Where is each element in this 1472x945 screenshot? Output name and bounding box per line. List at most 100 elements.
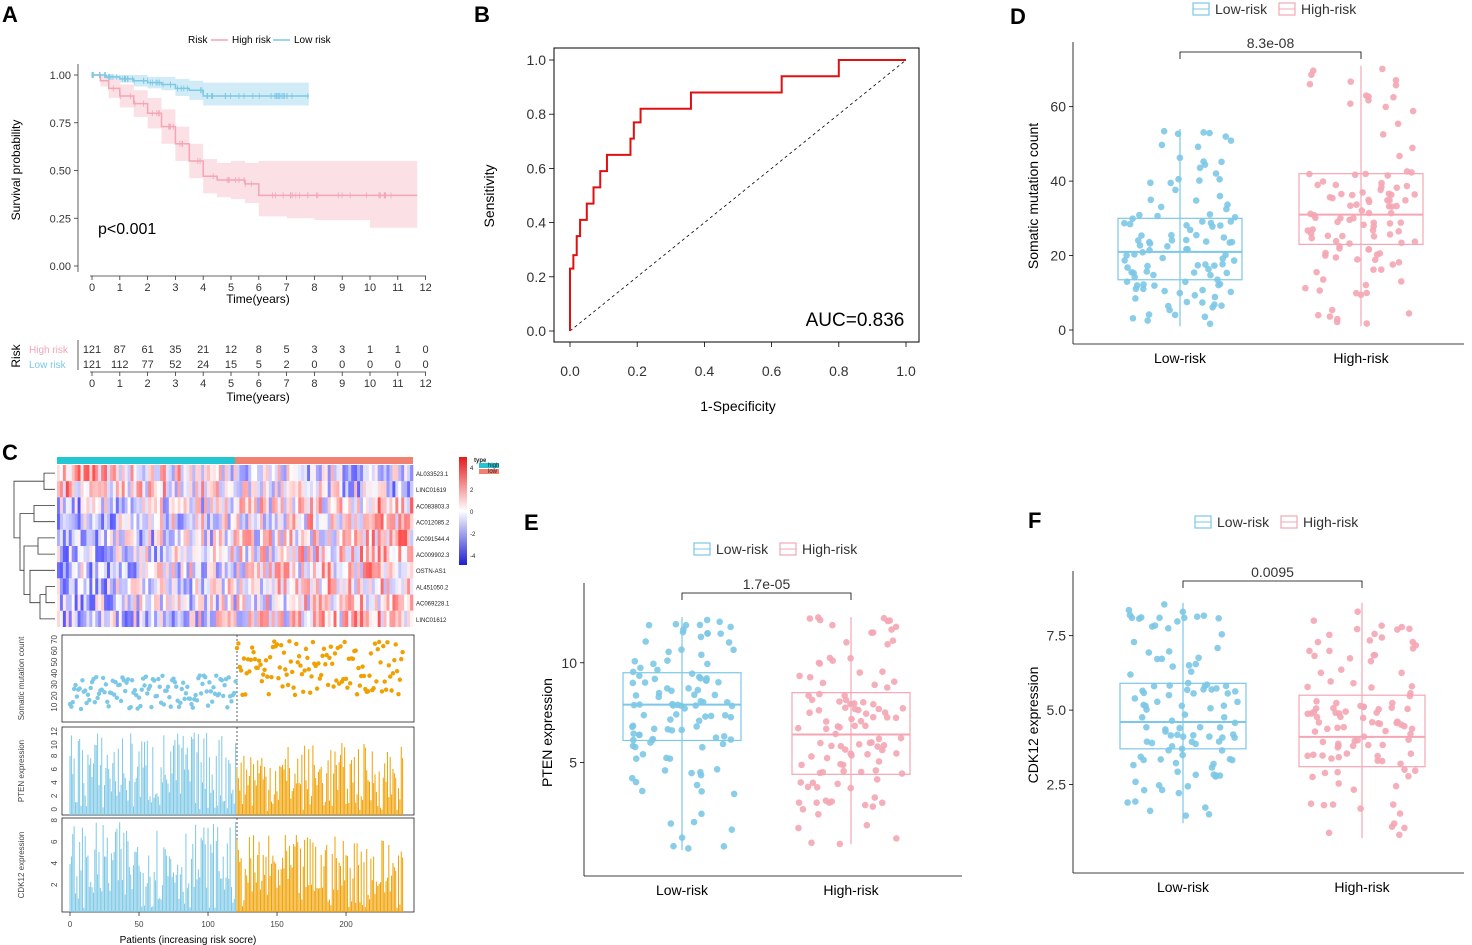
- data-point-high-risk: [1392, 76, 1400, 84]
- heatmap-cell: [95, 562, 99, 579]
- roc-plot: 0.00.20.40.60.81.0 0.0 0.2 0.4 0.6 0.8 1.0 AU…: [481, 47, 920, 414]
- mutation-point: [320, 653, 325, 659]
- heatmap-cell: [107, 546, 111, 563]
- heatmap-cell: [339, 594, 343, 611]
- data-point-low-risk: [1165, 747, 1172, 754]
- heatmap-cell: [286, 465, 290, 482]
- data-point-high-risk: [1384, 172, 1392, 179]
- heatmap-cell: [386, 610, 390, 627]
- heatmap-cell: [327, 546, 331, 563]
- heatmap-cell: [283, 562, 287, 579]
- heatmap-cell: [398, 594, 402, 611]
- heatmap-cell: [401, 465, 405, 482]
- data-point-high-risk: [1329, 194, 1336, 202]
- heatmap-cell: [348, 578, 352, 595]
- heatmap-cell: [65, 578, 70, 595]
- mutation-point: [71, 686, 77, 692]
- heatmap-cell: [336, 497, 340, 514]
- heatmap-cell: [154, 529, 158, 546]
- data-point-high-risk: [836, 840, 844, 848]
- box-x-label-high-risk: High-risk: [1333, 350, 1389, 366]
- heatmap-cell: [260, 578, 264, 595]
- heatmap-cell: [148, 465, 152, 482]
- heatmap-cell: [154, 546, 158, 563]
- data-point-low-risk: [1124, 264, 1131, 271]
- heatmap-cell: [283, 513, 287, 530]
- mutation-point: [233, 679, 238, 684]
- mutation-point: [168, 704, 173, 709]
- heatmap-cell: [89, 546, 93, 563]
- survival-xtick-label: 8: [311, 282, 317, 294]
- mutation-point: [156, 676, 161, 682]
- data-point-low-risk: [1160, 127, 1168, 135]
- data-point-low-risk: [1125, 606, 1133, 614]
- heatmap-cell: [336, 562, 340, 579]
- gene-label: AC083803.3: [416, 504, 450, 510]
- data-point-low-risk: [1224, 690, 1232, 697]
- gene-label: AC009902.3: [416, 553, 450, 559]
- data-point-high-risk: [874, 743, 881, 750]
- data-point-high-risk: [855, 740, 863, 748]
- heatmap-cell: [171, 465, 175, 482]
- subplot-ytick-label: 6: [50, 766, 59, 771]
- heatmap-cell: [242, 562, 246, 579]
- mutation-point: [205, 703, 211, 708]
- heatmap-cell: [107, 562, 111, 579]
- data-point-high-risk: [1357, 702, 1364, 710]
- heatmap-cell: [192, 610, 196, 627]
- mutation-point: [305, 655, 310, 661]
- heatmap-cell: [201, 465, 205, 482]
- data-point-low-risk: [1211, 293, 1219, 301]
- data-point-low-risk: [720, 843, 728, 850]
- heatmap-cell: [133, 465, 137, 482]
- heatmap-cell: [183, 562, 187, 579]
- data-point-high-risk: [1374, 752, 1381, 760]
- heatmap-cell: [121, 562, 125, 579]
- heatmap-cell: [383, 465, 387, 482]
- heatmap-cell: [330, 481, 334, 498]
- heatmap-cell: [410, 481, 414, 498]
- mutation-point: [383, 687, 389, 692]
- data-point-low-risk: [1165, 648, 1173, 655]
- heatmap-cell: [262, 562, 267, 579]
- data-point-high-risk: [1346, 240, 1353, 247]
- heatmap-cell: [248, 610, 252, 627]
- heatmap-cell: [342, 513, 346, 530]
- heatmap-cell: [377, 594, 381, 611]
- heatmap-cell: [286, 562, 290, 579]
- mutation-point: [241, 656, 247, 661]
- survival-ci-band-high: [92, 75, 418, 228]
- heatmap-cell: [336, 610, 340, 627]
- heatmap-cell: [174, 529, 178, 546]
- legend-high-risk: High risk: [232, 35, 272, 46]
- data-point-high-risk: [1382, 103, 1390, 111]
- mutation-point: [294, 641, 299, 647]
- data-point-low-risk: [1194, 143, 1202, 151]
- data-point-high-risk: [1409, 144, 1416, 152]
- heatmap-cell: [204, 562, 208, 579]
- heatmap-cell: [404, 610, 408, 627]
- roc-xtick-label: 0.2: [627, 363, 647, 379]
- heatmap-cell: [124, 594, 128, 611]
- heatmap-cell: [286, 594, 290, 611]
- subplot-y-label: PTEN expression: [17, 740, 26, 802]
- heatmap-cell: [59, 610, 64, 627]
- data-point-high-risk: [1340, 723, 1348, 731]
- data-point-high-risk: [840, 767, 847, 775]
- heatmap-cell: [139, 562, 143, 579]
- data-point-high-risk: [1370, 652, 1378, 659]
- heatmap-cell: [151, 481, 155, 498]
- heatmap-cell: [295, 546, 299, 563]
- heatmap-cell: [360, 481, 364, 498]
- data-point-high-risk: [1328, 755, 1335, 762]
- heatmap-cell: [262, 529, 267, 546]
- heatmap-cell: [327, 562, 331, 579]
- data-point-low-risk: [635, 731, 643, 739]
- data-point-low-risk: [661, 767, 669, 774]
- mutation-point: [171, 676, 176, 681]
- heatmap-cell: [257, 529, 261, 546]
- heatmap-cell: [289, 529, 293, 546]
- data-point-high-risk: [1353, 625, 1361, 633]
- panel-label-a: A: [2, 2, 18, 27]
- heatmap-cell: [86, 497, 90, 514]
